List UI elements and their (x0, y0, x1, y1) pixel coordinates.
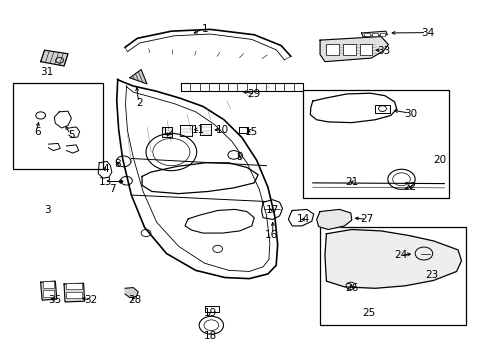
Text: 16: 16 (264, 230, 277, 239)
Text: 6: 6 (34, 127, 41, 136)
Bar (66, 292, 81, 298)
Text: 4: 4 (102, 164, 109, 174)
Bar (42, 281, 54, 288)
Text: 28: 28 (128, 295, 141, 305)
Bar (42, 290, 54, 297)
Text: 22: 22 (403, 182, 416, 192)
Text: 19: 19 (203, 308, 217, 318)
Bar (320, 226, 466, 325)
Text: 30: 30 (403, 109, 416, 119)
Bar (371, 33, 377, 36)
Text: 14: 14 (296, 215, 309, 224)
Text: 7: 7 (109, 184, 116, 194)
Polygon shape (320, 37, 387, 62)
Text: 3: 3 (43, 206, 50, 216)
Polygon shape (41, 50, 68, 66)
Polygon shape (125, 288, 138, 298)
Text: 23: 23 (425, 270, 438, 280)
Text: 13: 13 (99, 177, 112, 187)
Bar (326, 44, 338, 55)
Bar (66, 283, 81, 289)
Text: 5: 5 (68, 130, 75, 140)
Text: 20: 20 (432, 155, 445, 165)
Text: 10: 10 (216, 125, 229, 135)
Text: 24: 24 (393, 250, 407, 260)
Bar (359, 44, 371, 55)
Text: 34: 34 (420, 28, 433, 38)
Text: 26: 26 (345, 283, 358, 293)
Polygon shape (130, 69, 147, 84)
Text: 17: 17 (265, 206, 279, 216)
Text: 2: 2 (136, 98, 142, 108)
Polygon shape (316, 210, 351, 229)
Bar (342, 44, 355, 55)
Text: 11: 11 (191, 125, 204, 135)
Text: 9: 9 (236, 152, 243, 162)
Text: 31: 31 (41, 67, 54, 77)
Polygon shape (64, 283, 84, 302)
Polygon shape (325, 229, 461, 288)
Text: 32: 32 (84, 295, 97, 305)
Text: 15: 15 (244, 127, 258, 136)
Polygon shape (361, 31, 386, 37)
Text: 29: 29 (247, 89, 260, 99)
Bar (303, 90, 448, 198)
Text: 25: 25 (362, 308, 375, 318)
Bar (13, 83, 103, 169)
Text: 1: 1 (202, 24, 208, 35)
Text: 33: 33 (376, 46, 389, 56)
Bar (363, 33, 369, 36)
Text: 35: 35 (48, 295, 61, 305)
Text: 12: 12 (162, 127, 175, 137)
Text: 18: 18 (203, 331, 217, 341)
Text: 8: 8 (114, 159, 121, 169)
Bar (374, 105, 389, 113)
Polygon shape (41, 281, 57, 300)
Bar (379, 33, 385, 36)
Text: 21: 21 (345, 177, 358, 187)
Text: 27: 27 (359, 215, 372, 224)
